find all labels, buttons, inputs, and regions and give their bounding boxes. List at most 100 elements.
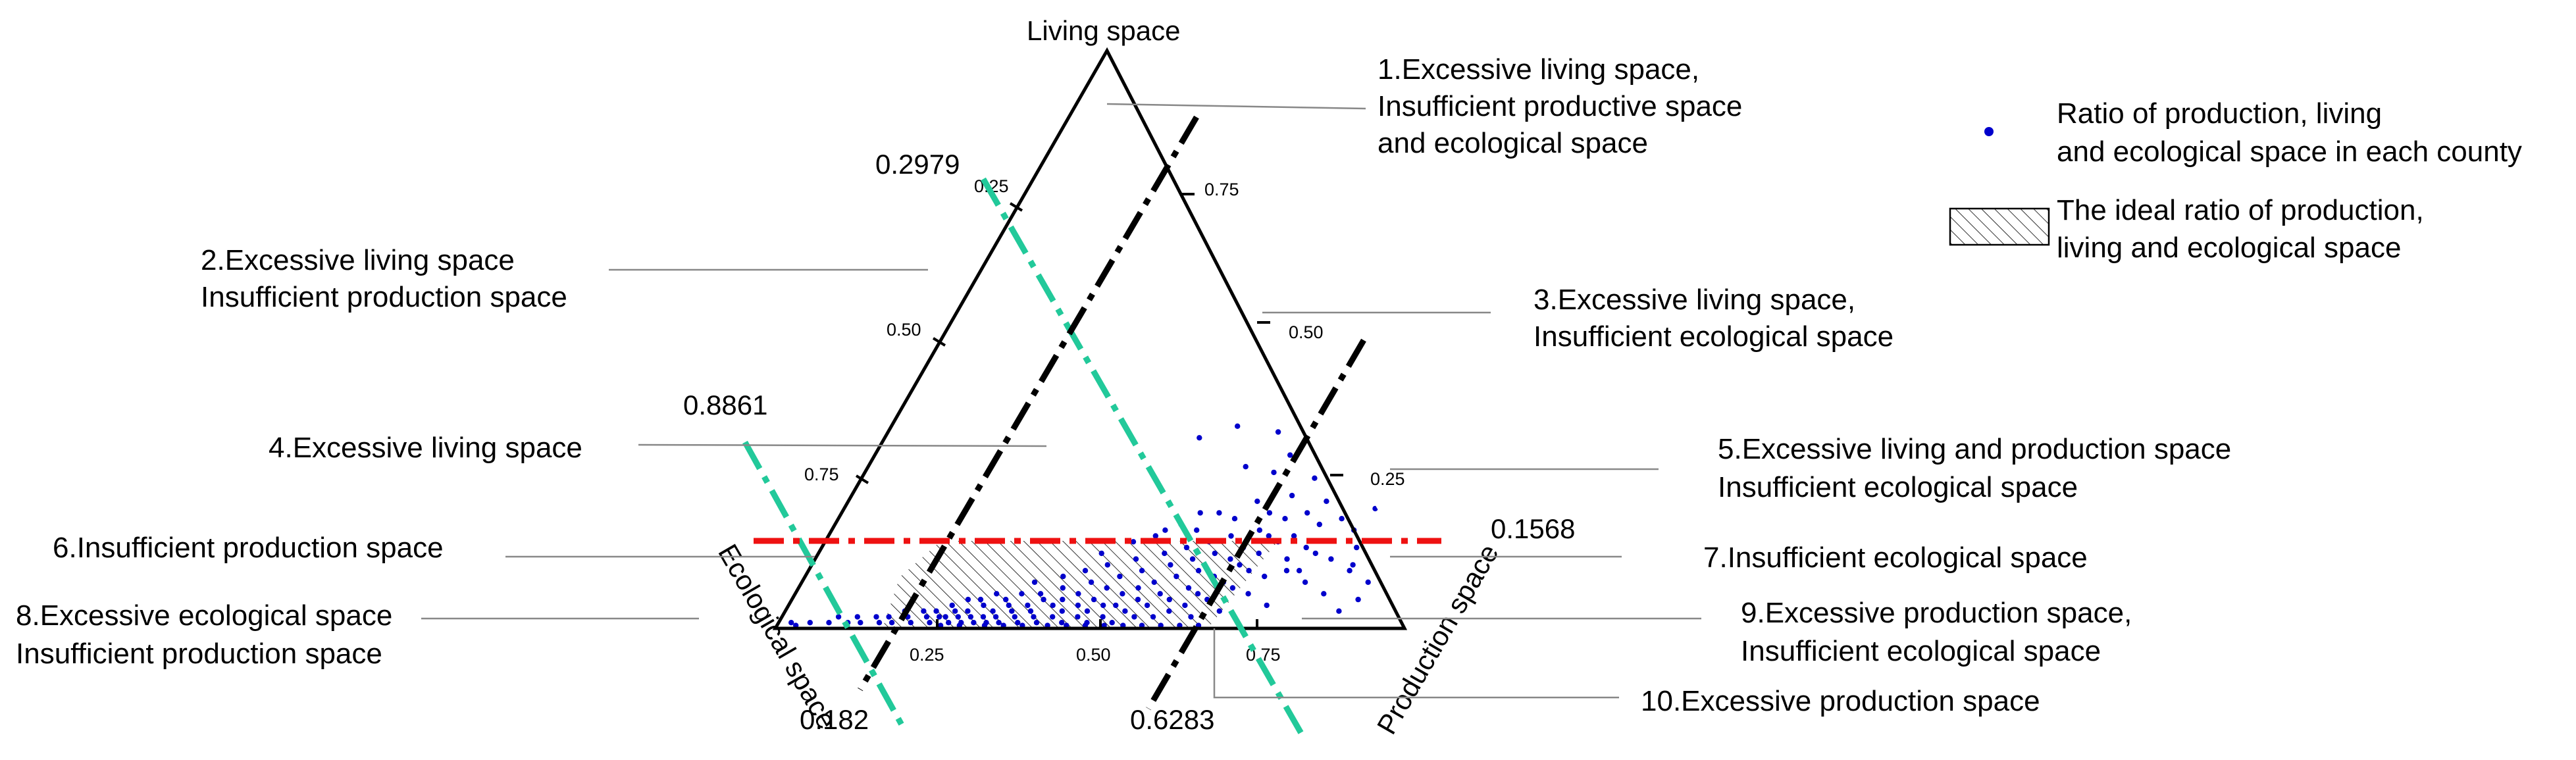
county-point [1104,562,1111,568]
county-point [1617,478,1622,483]
county-point [873,614,879,620]
production-threshold-line-high [1146,338,1366,711]
leader-zone-1 [1106,103,1366,110]
county-point [1033,620,1040,626]
legend-scatter-label: Ratio of production, living and ecologic… [2057,97,2522,168]
county-point [1075,614,1081,620]
county-point [1130,539,1137,545]
county-point [1189,556,1196,562]
county-point [1228,533,1234,539]
legend-scatter-line2: and ecological space in each county [2057,136,2522,168]
county-point [1227,556,1233,562]
zone-9-line2: Insufficient ecological space [1741,635,2101,667]
county-point [1328,556,1334,562]
county-point [1266,510,1273,516]
zone-8-line1: 8.Excessive ecological space [16,599,392,632]
zone-4-line1: 4.Excessive living space [269,432,582,464]
county-point [1302,579,1308,585]
county-point [971,620,977,626]
county-point [1104,585,1110,591]
zone-3-line2: Insufficient ecological space [1533,320,1893,353]
zone-1-line1: 1.Excessive living space, [1378,53,1699,86]
county-point [1060,596,1066,603]
county-point [908,620,914,626]
county-point [1235,423,1241,429]
zone-1-label: 1.Excessive living space, Insufficient p… [1378,53,1751,159]
legend-ideal-line2: living and ecological space [2057,232,2401,264]
county-point [1254,498,1260,504]
county-point [854,614,861,620]
county-point [1151,579,1157,585]
county-point [1194,527,1200,533]
county-point [1706,482,1711,487]
county-point [1188,614,1194,620]
county-point [1195,568,1202,574]
production-threshold-low-label: 0.182 [800,704,869,735]
county-point [1212,550,1218,557]
county-point [1216,608,1223,614]
county-point [1347,568,1352,574]
county-point [1003,596,1009,603]
county-point [980,614,987,620]
county-point [965,596,971,603]
county-point [946,620,952,626]
county-point [1403,501,1404,507]
county-point [1271,469,1277,476]
production-threshold-high-label: 0.6283 [1130,704,1214,735]
county-point [1237,562,1243,568]
county-point [990,608,996,614]
county-point [1139,568,1145,574]
county-point [1350,562,1356,568]
county-point [1100,614,1106,620]
county-point [1475,516,1480,521]
county-point [1304,510,1310,516]
county-point [1117,573,1123,580]
county-point [1296,568,1302,574]
county-point [1354,544,1360,551]
right-tick-label-075: 0.75 [1204,180,1239,199]
zone-3-line1: 3.Excessive living space, [1533,284,1855,316]
county-point [1283,568,1290,574]
county-point [1365,579,1371,585]
county-point [807,620,813,626]
county-point [996,620,1002,626]
county-point [1075,591,1081,597]
ecological-threshold-high-label: 0.8861 [683,390,767,420]
zone-7-line1: 7.Insufficient ecological space [1703,542,2088,574]
ecological-threshold-line-high [742,440,906,729]
county-point [1524,484,1529,490]
zone-1-line2: Insufficient productive space [1378,90,1742,122]
county-point [1006,602,1012,609]
county-point [1050,602,1056,609]
county-point [952,608,958,614]
county-point [1100,602,1106,609]
left-tick-025 [1009,202,1023,212]
county-point [1372,505,1378,512]
county-point [1324,498,1329,504]
county-point [1135,596,1141,603]
legend-scatter-marker [1984,127,1994,136]
county-point [1109,620,1115,626]
county-point [1336,608,1342,614]
left-tick-050 [932,337,946,347]
county-point [955,614,962,620]
county-point [1162,550,1168,557]
county-point [1339,516,1345,522]
county-point [826,620,832,626]
zone-leader-lines [421,103,1701,699]
county-point [1050,614,1056,620]
county-point [1168,562,1173,568]
county-point [1098,550,1104,557]
county-point [1316,521,1323,528]
county-point [921,608,927,614]
county-point [927,620,933,626]
county-point [1481,528,1486,533]
county-point [1122,608,1128,614]
county-point [1166,596,1173,603]
county-point [936,614,942,620]
county-point [1019,591,1025,597]
county-point [1231,516,1238,522]
left-tick-label-075: 0.75 [804,465,839,484]
axis-title-production: Production space [1371,539,1505,740]
